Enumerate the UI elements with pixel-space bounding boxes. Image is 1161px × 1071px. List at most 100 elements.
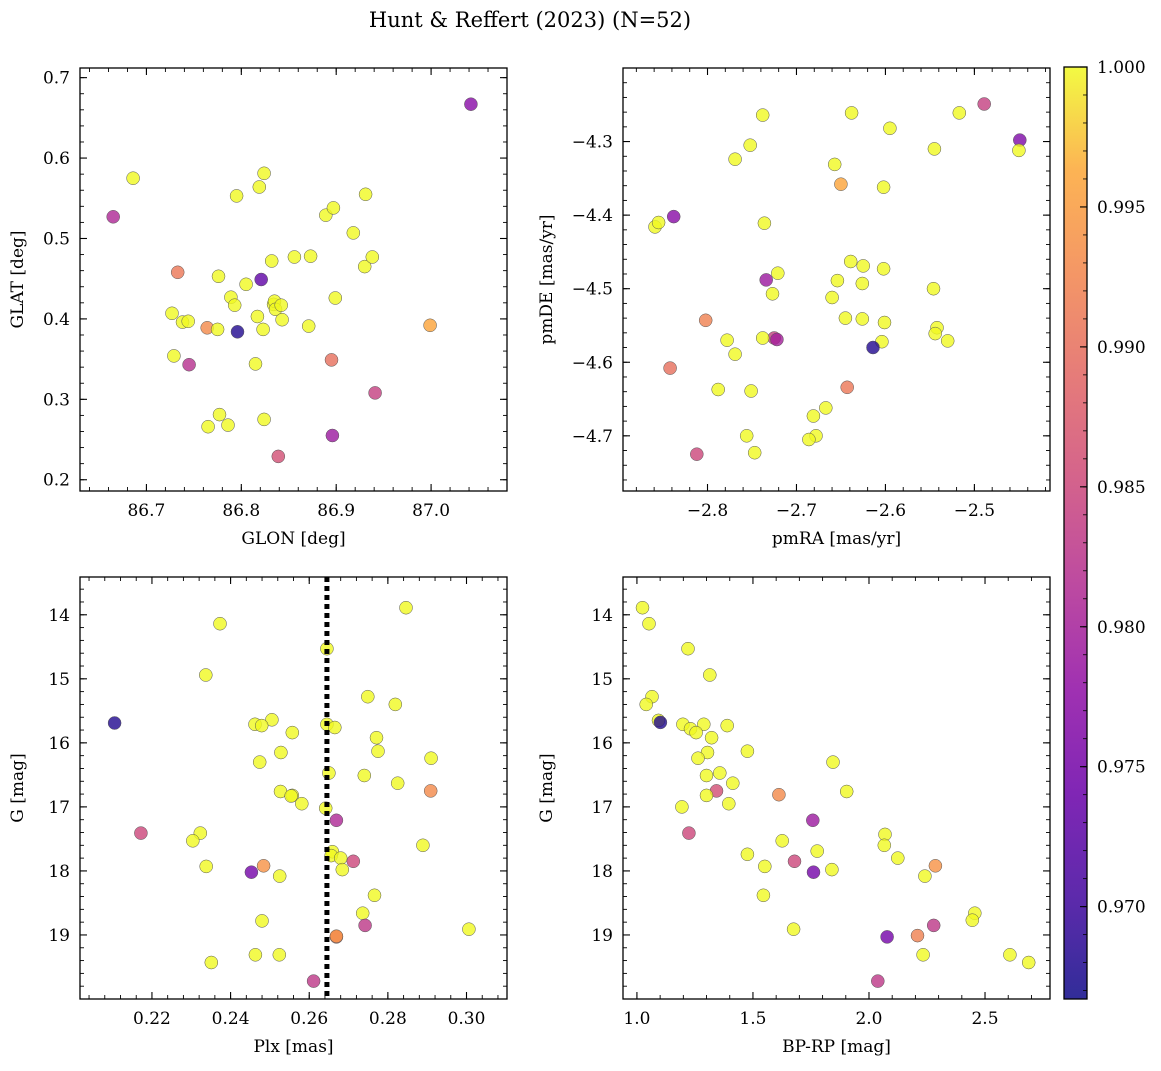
data-point [740,744,755,758]
scatter-points [106,97,478,464]
y-tick-label: 18 [591,862,613,882]
x-tick-label: 0.24 [212,1009,250,1029]
data-point [770,332,784,347]
y-tick-label: 0.4 [43,310,70,330]
colorbar-tick-label: 0.975 [1097,758,1146,778]
data-point [825,290,839,305]
x-axis-label: GLON [deg] [241,529,345,549]
data-point [880,930,894,944]
y-tick-label: 18 [48,862,70,882]
panel-4: 1.0 1.5 2.0 2.5 14 15 16 17 18 19 BP-RP [mag] G [ma… [537,576,1051,1057]
data-point [891,851,905,865]
data-point [802,432,816,447]
data-point [827,157,842,172]
data-point [365,250,380,264]
y-tick-label: 14 [48,606,70,626]
data-point [250,309,265,324]
data-point [369,730,384,745]
data-point [639,697,653,712]
colorbar-frame [1063,66,1088,1000]
data-point [866,340,880,355]
data-point [698,313,713,328]
axes-frame [79,576,508,1000]
data-point [704,730,719,745]
y-tick-label: −4.6 [572,353,613,373]
data-point [368,386,382,400]
data-point [728,152,742,166]
data-point [204,955,219,970]
data-point [201,419,215,434]
colorbar: 0.970 0.975 0.980 0.985 0.990 0.995 1.000 [1063,58,1146,1000]
data-point [1021,955,1036,970]
panel-1: 86.7 86.8 86.9 87.0 0.2 0.3 0.4 0.5 0.6 0.7 GLON [… [8,67,508,549]
x-tick-label: 2.5 [971,1009,998,1029]
data-point [239,277,253,292]
data-point [840,380,854,395]
data-point [126,171,140,185]
data-point [212,407,227,422]
data-point [335,862,350,877]
data-point [210,322,225,337]
data-point [244,865,259,879]
data-point [255,914,269,928]
panels: 86.7 86.8 86.9 87.0 0.2 0.3 0.4 0.5 0.6 0.7 GLON [… [8,67,1051,1057]
data-point [221,418,235,432]
data-point [325,428,340,443]
data-point [254,718,269,733]
data-point [227,298,242,312]
y-axis-label: pmDE [mas/yr] [537,214,557,344]
data-point [744,384,758,398]
colorbar-tick-label: 0.990 [1097,338,1146,358]
data-point [167,349,181,363]
data-point [346,226,361,240]
colorbar-gradient [1064,67,1087,999]
data-point [257,412,271,427]
data-point [285,725,300,740]
x-tick-label: 1.0 [623,1009,650,1029]
colorbar-tick-label: 1.000 [1097,58,1146,78]
data-point [722,796,736,811]
data-point [165,306,179,321]
data-point [328,720,342,735]
data-point [757,216,772,230]
colorbar-tick-label: 0.985 [1097,478,1146,498]
data-point [666,209,681,224]
data-point [965,913,980,927]
data-point [272,869,287,883]
y-tick-label: 15 [591,670,613,690]
data-point [284,789,298,803]
data-point [838,311,853,325]
data-point [743,138,757,152]
data-point [303,249,318,263]
y-tick-label: 19 [591,926,613,946]
data-point [635,600,650,615]
data-point [739,429,754,443]
data-point [274,745,288,760]
y-tick-label: 15 [48,670,70,690]
data-point [825,862,839,877]
data-point [248,948,263,962]
data-point [272,948,287,962]
data-point [134,826,148,840]
data-point [252,180,267,194]
y-tick-label: 14 [591,606,613,626]
data-point [877,315,892,330]
y-axis-label: GLAT [deg] [8,230,28,328]
data-point [806,409,821,423]
data-point [106,210,120,224]
data-point [756,888,771,903]
data-point [758,859,772,874]
y-tick-label: −4.3 [572,133,613,153]
data-point [728,347,742,361]
data-point [213,616,227,631]
data-point [926,281,941,296]
scatter-points [107,600,476,988]
axes-frame [622,576,1051,1000]
data-point [388,697,403,712]
data-point [771,266,785,280]
data-point [423,318,437,333]
data-point [399,600,413,615]
chart-title: Hunt & Reffert (2023) (N=52) [369,8,691,32]
data-point [839,784,854,799]
data-point [703,668,717,682]
